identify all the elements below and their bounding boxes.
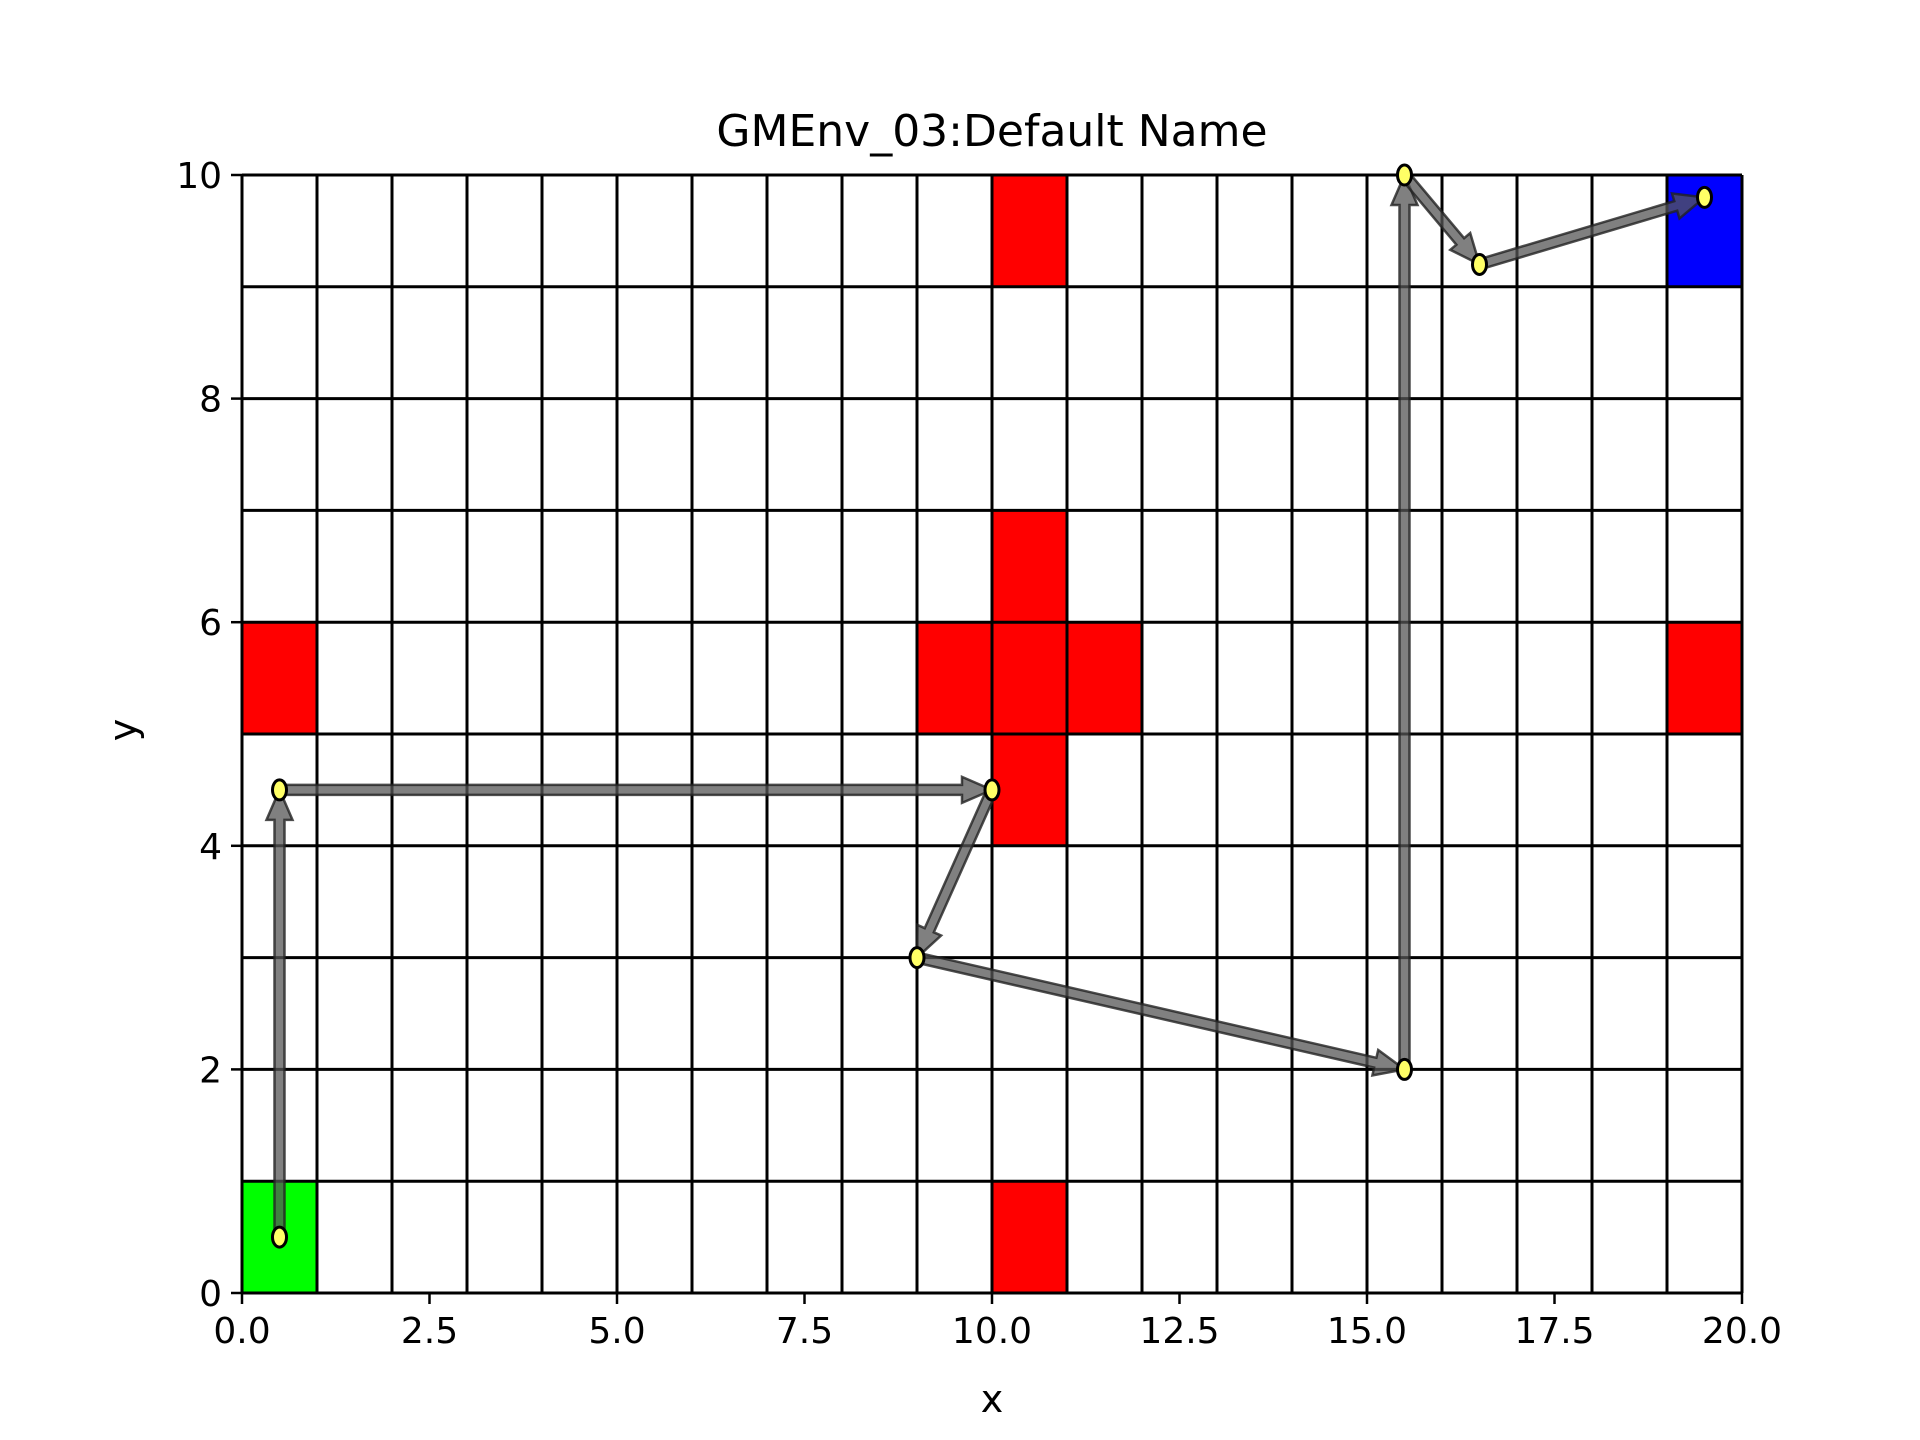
cell-obstacle [1067, 622, 1142, 734]
trajectory-arrow [1389, 171, 1420, 1071]
trajectory-arrow [914, 951, 1408, 1077]
grid-cells [242, 175, 1742, 1293]
trajectory-arrow [1476, 192, 1708, 271]
cell-obstacle [917, 622, 992, 734]
x-tick-label: 15.0 [1327, 1311, 1407, 1352]
y-axis-ticks: 0 2 4 6 8 10 [176, 156, 242, 1315]
y-tick-label: 0 [199, 1274, 222, 1315]
cell-obstacle [992, 622, 1067, 734]
trajectory-point [1696, 185, 1713, 209]
trajectory-arrow [915, 786, 999, 961]
y-axis-label: y [101, 719, 145, 742]
cell-obstacle [1667, 622, 1742, 734]
x-axis-label: x [981, 1377, 1004, 1421]
trajectory-point [983, 778, 1001, 802]
trajectory-point [271, 778, 288, 802]
trajectory-arrow [1398, 170, 1482, 267]
cell-obstacle [992, 734, 1067, 846]
trajectory-arrow [264, 786, 295, 1239]
trajectory-point [271, 1225, 288, 1249]
cell-obstacle [992, 175, 1067, 287]
x-tick-label: 2.5 [401, 1311, 458, 1352]
trajectory-arrow [278, 774, 996, 805]
y-tick-label: 6 [199, 603, 222, 644]
grid-lines [240, 173, 1744, 1295]
x-tick-label: 10.0 [952, 1311, 1032, 1352]
x-tick-label: 17.5 [1514, 1311, 1594, 1352]
cell-obstacle [992, 1181, 1067, 1293]
y-tick-label: 8 [199, 380, 222, 421]
x-axis-ticks: 0.0 2.5 5.0 7.5 10.0 12.5 15.0 17.5 20.0 [213, 1293, 1782, 1352]
x-tick-label: 5.0 [588, 1311, 645, 1352]
trajectory-point [1396, 163, 1413, 187]
x-tick-label: 7.5 [776, 1311, 833, 1352]
x-tick-label: 12.5 [1139, 1311, 1219, 1352]
trajectory-points [271, 163, 1713, 1249]
cell-obstacle [242, 622, 317, 734]
chart-title: GMEnv_03:Default Name [716, 106, 1267, 157]
trajectory-point [1471, 252, 1488, 276]
x-tick-label: 0.0 [213, 1311, 270, 1352]
trajectory-point [908, 946, 926, 970]
y-tick-label: 10 [176, 156, 222, 197]
cell-obstacle [992, 510, 1067, 623]
y-tick-label: 2 [199, 1050, 222, 1091]
x-tick-label: 20.0 [1702, 1311, 1782, 1352]
trajectory-point [1396, 1057, 1413, 1081]
trajectory-arrows [264, 170, 1708, 1239]
y-tick-label: 4 [199, 827, 222, 868]
